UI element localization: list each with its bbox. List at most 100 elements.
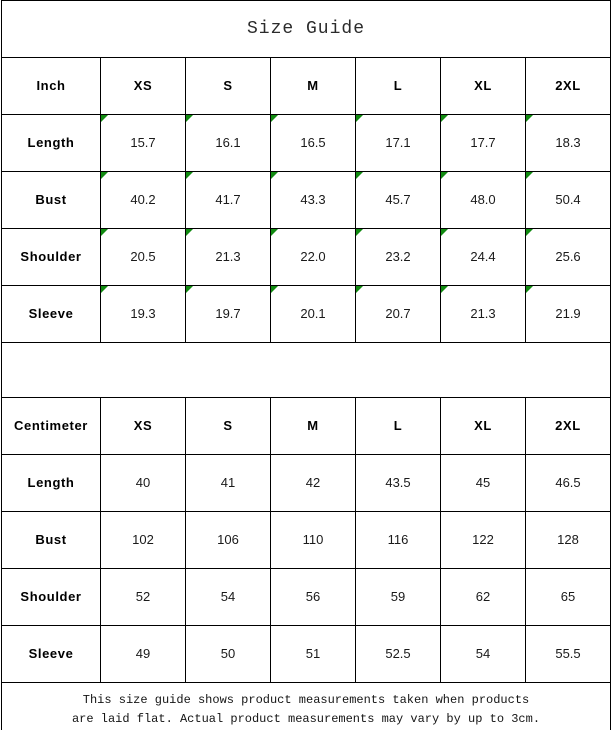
cm-unit-label: Centimeter <box>14 418 88 433</box>
column-header-label: XL <box>474 78 492 93</box>
table-separator-band <box>1 342 611 398</box>
cm-header-xl: XL <box>440 397 526 455</box>
measurement-label: Length <box>27 475 75 490</box>
column-header-label: XS <box>133 418 153 433</box>
measurement-label: Shoulder <box>20 589 82 604</box>
page-title: Size Guide <box>247 19 366 39</box>
table-cell: 116 <box>355 511 441 569</box>
table-cell: 106 <box>185 511 271 569</box>
footer-line-1: This size guide shows product measuremen… <box>82 693 530 707</box>
inch-header-l: L <box>355 57 441 115</box>
table-row: Sleeve 19.3 19.7 20.1 20.7 21.3 21.9 <box>1 285 612 343</box>
row-label-cell: Length <box>1 114 101 172</box>
footer-disclaimer: This size guide shows product measuremen… <box>1 682 611 730</box>
table-cell: 62 <box>440 568 526 626</box>
table-cell: 20.1 <box>270 285 356 343</box>
table-cell: 23.2 <box>355 228 441 286</box>
cm-header-m: M <box>270 397 356 455</box>
table-cell: 56 <box>270 568 356 626</box>
table-cell: 51 <box>270 625 356 683</box>
inch-header-m: M <box>270 57 356 115</box>
table-cell: 20.5 <box>100 228 186 286</box>
cm-header-s: S <box>185 397 271 455</box>
title-row: Size Guide <box>0 0 612 58</box>
table-cell: 25.6 <box>524 228 612 286</box>
row-label-cell: Shoulder <box>1 568 101 626</box>
measurement-label: Bust <box>35 192 67 207</box>
column-header-label: S <box>223 78 233 93</box>
column-header-label: M <box>307 78 319 93</box>
table-cell: 18.3 <box>524 114 612 172</box>
table-cell: 45.7 <box>355 171 441 229</box>
table-row: Bust 40.2 41.7 43.3 45.7 48.0 50.4 <box>1 171 612 229</box>
inch-header-row: Inch XS S M L XL 2XL <box>1 57 612 115</box>
table-cell: 45 <box>440 454 526 512</box>
table-cell: 54 <box>185 568 271 626</box>
table-cell: 16.5 <box>270 114 356 172</box>
column-header-label: S <box>223 418 233 433</box>
table-cell: 21.9 <box>524 285 612 343</box>
table-cell: 24.4 <box>440 228 526 286</box>
table-cell: 43.5 <box>355 454 441 512</box>
cm-header-l: L <box>355 397 441 455</box>
row-label-cell: Sleeve <box>1 285 101 343</box>
centimeter-size-table: Centimeter XS S M L XL 2XL <box>1 397 611 683</box>
table-cell: 110 <box>270 511 356 569</box>
table-cell: 59 <box>355 568 441 626</box>
table-row: Shoulder 20.5 21.3 22.0 23.2 24.4 25.6 <box>1 228 612 286</box>
table-cell: 48.0 <box>440 171 526 229</box>
cm-header-2xl: 2XL <box>525 397 611 455</box>
row-label-cell: Shoulder <box>1 228 101 286</box>
table-cell: 52 <box>100 568 186 626</box>
column-header-label: XL <box>474 418 492 433</box>
table-row: Sleeve 49 50 51 52.5 54 55.5 <box>1 625 611 683</box>
table-cell: 54 <box>440 625 526 683</box>
table-cell: 55.5 <box>525 625 611 683</box>
measurement-label: Bust <box>35 532 67 547</box>
table-cell: 102 <box>100 511 186 569</box>
inch-header-s: S <box>185 57 271 115</box>
table-cell: 15.7 <box>100 114 186 172</box>
table-cell: 20.7 <box>355 285 441 343</box>
table-cell: 43.3 <box>270 171 356 229</box>
table-cell: 21.3 <box>440 285 526 343</box>
inch-header-unit: Inch <box>1 57 101 115</box>
table-cell: 17.1 <box>355 114 441 172</box>
column-header-label: L <box>393 78 403 93</box>
inch-header-xs: XS <box>100 57 186 115</box>
measurement-label: Sleeve <box>28 646 74 661</box>
table-cell: 22.0 <box>270 228 356 286</box>
inch-header-2xl: 2XL <box>524 57 612 115</box>
table-cell: 19.3 <box>100 285 186 343</box>
table-cell: 19.7 <box>185 285 271 343</box>
row-label-cell: Bust <box>1 511 101 569</box>
table-cell: 41 <box>185 454 271 512</box>
cm-header-xs: XS <box>100 397 186 455</box>
row-label-cell: Bust <box>1 171 101 229</box>
table-cell: 50.4 <box>524 171 612 229</box>
column-header-label: 2XL <box>555 78 581 93</box>
table-cell: 17.7 <box>440 114 526 172</box>
table-row: Bust 102 106 110 116 122 128 <box>1 511 611 569</box>
row-label-cell: Sleeve <box>1 625 101 683</box>
inch-size-table: Size Guide Inch XS S M L <box>0 0 612 343</box>
measurement-label: Length <box>27 135 75 150</box>
column-header-label: M <box>307 418 319 433</box>
column-header-label: 2XL <box>555 418 581 433</box>
inch-header-xl: XL <box>440 57 526 115</box>
column-header-label: L <box>393 418 403 433</box>
row-label-cell: Length <box>1 454 101 512</box>
table-cell: 42 <box>270 454 356 512</box>
table-row: Shoulder 52 54 56 59 62 65 <box>1 568 611 626</box>
table-cell: 52.5 <box>355 625 441 683</box>
table-cell: 16.1 <box>185 114 271 172</box>
table-cell: 41.7 <box>185 171 271 229</box>
table-cell: 50 <box>185 625 271 683</box>
table-cell: 46.5 <box>525 454 611 512</box>
inch-unit-label: Inch <box>36 78 66 93</box>
table-cell: 128 <box>525 511 611 569</box>
title-cell: Size Guide <box>0 0 612 58</box>
column-header-label: XS <box>133 78 153 93</box>
table-row: Length 15.7 16.1 16.5 17.1 17.7 18.3 <box>1 114 612 172</box>
